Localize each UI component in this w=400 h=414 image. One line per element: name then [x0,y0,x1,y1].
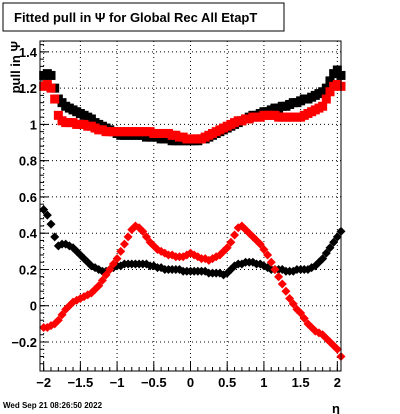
data-point-diamond [325,243,335,253]
x-tick-label: 0.5 [218,375,236,390]
data-point-diamond [105,264,115,274]
data-point-diamond [189,250,199,260]
data-point-square [321,94,331,104]
x-tick-label: −0.5 [141,375,167,390]
data-point-diamond [42,210,52,220]
data-point-diamond [112,254,122,264]
data-point-square [50,94,60,104]
data-point-diamond [259,245,269,255]
data-point-diamond [274,272,284,282]
chart-title: Fitted pull in Ψ for Global Rec All Etap… [14,10,257,25]
timestamp: Wed Sep 21 08:26:50 2022 [3,401,103,410]
plot-frame [39,40,342,372]
x-tick-label: −1.5 [68,375,94,390]
y-tick-label: 1.4 [19,45,38,60]
data-point-diamond [332,232,342,242]
y-tick-label: −0.2 [11,335,37,350]
data-point-diamond [281,286,291,296]
data-point-diamond [101,270,111,280]
data-point-diamond [222,243,232,253]
title-box [2,2,285,32]
x-axis-label: η [332,401,340,414]
y-tick-label: 0 [30,299,37,314]
data-point-square [332,65,342,75]
axis-ticks: −2 −1.5 −1 −0.5 0 0.5 1 1.5 2 −0.2 0 0.2 0.4 0.6 0.8 1 1… [11,44,341,390]
data-point-diamond [94,281,104,291]
data-point-square [46,83,56,93]
data-point-diamond [46,219,56,229]
data-point-diamond [226,237,236,247]
x-tick-label: −2 [36,375,51,390]
y-tick-label: 1.2 [19,81,37,96]
y-axis-label: pull in Ψ [8,41,23,93]
x-tick-label: −1 [110,375,125,390]
data-point-diamond [230,230,240,240]
data-point-diamond [123,232,133,242]
data-point-diamond [296,308,306,318]
data-point-diamond [321,248,331,258]
data-point-diamond [116,246,126,256]
data-point-diamond [285,293,295,303]
data-point-diamond [97,275,107,285]
x-tick-label: 1.5 [292,375,310,390]
series-1 [39,80,346,144]
data-point-diamond [119,239,129,249]
data-point-diamond [329,237,339,247]
y-tick-label: 0.2 [19,262,37,277]
data-point-diamond [39,205,49,215]
data-point-square [53,110,63,120]
data-point-diamond [263,250,273,260]
data-point-square [318,101,328,111]
data-point-diamond [318,254,328,264]
y-tick-label: 0.6 [19,190,37,205]
data-point-square [325,76,335,86]
data-point-diamond [108,259,118,269]
y-tick-label: 0.8 [19,154,37,169]
data-point-diamond [299,313,309,323]
y-tick-label: 0.4 [19,226,38,241]
data-point-diamond [255,239,265,249]
x-tick-label: 1 [260,375,267,390]
data-point-square [325,87,335,97]
data-point-diamond [288,299,298,309]
data-point-diamond [277,279,287,289]
data-point-diamond [75,250,85,260]
data-point-diamond [57,310,67,320]
data-point-diamond [138,226,148,236]
data-point-diamond [270,264,280,274]
x-tick-label: 0 [187,375,194,390]
data-point-diamond [332,344,342,354]
data-point-diamond [266,257,276,267]
data-point-square [46,70,56,80]
series-3 [39,221,346,361]
data-point-diamond [50,232,60,242]
data-point-diamond [141,232,151,242]
data-point-diamond [167,250,177,260]
data-point-diamond [53,315,63,325]
x-tick-label: 2 [334,375,341,390]
data-series [39,65,346,361]
y-tick-label: 1 [30,117,37,132]
